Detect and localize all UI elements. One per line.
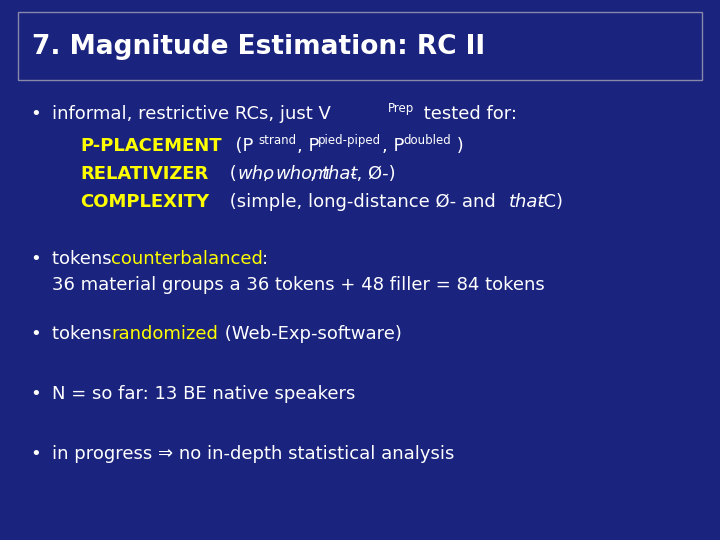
Text: -C): -C) [537,193,563,211]
Text: informal, restrictive RCs, just V: informal, restrictive RCs, just V [52,105,331,123]
Text: (P: (P [224,137,253,155]
Text: •: • [30,105,41,123]
Text: RELATIVIZER: RELATIVIZER [80,165,208,183]
Text: tokens: tokens [52,325,117,343]
Text: N = so far: 13 BE native speakers: N = so far: 13 BE native speakers [52,385,356,403]
Text: Prep: Prep [388,102,414,115]
Text: counterbalanced: counterbalanced [111,250,263,268]
Text: (Web-Exp-software): (Web-Exp-software) [219,325,402,343]
Text: whom: whom [275,165,330,183]
Text: 7. Magnitude Estimation: RC II: 7. Magnitude Estimation: RC II [32,34,485,60]
Text: P-PLACEMENT: P-PLACEMENT [80,137,222,155]
Text: , P: , P [382,137,405,155]
Text: tokens: tokens [52,250,117,268]
Text: •: • [30,325,41,343]
Text: pied-piped: pied-piped [318,134,381,147]
Text: that: that [322,165,359,183]
Text: that: that [509,193,545,211]
Text: who: who [237,165,274,183]
Text: (: ( [224,165,237,183]
Text: •: • [30,385,41,403]
FancyBboxPatch shape [18,12,702,80]
Text: tested for:: tested for: [418,105,517,123]
Text: (simple, long-distance Ø- and: (simple, long-distance Ø- and [224,193,502,211]
Text: :: : [262,250,268,268]
Text: •: • [30,250,41,268]
Text: doubled: doubled [403,134,451,147]
Text: COMPLEXITY: COMPLEXITY [80,193,209,211]
Text: , P: , P [297,137,320,155]
Text: -, Ø-): -, Ø-) [350,165,395,183]
Text: ,: , [310,165,322,183]
Text: in progress ⇒ no in-depth statistical analysis: in progress ⇒ no in-depth statistical an… [52,445,454,463]
Text: strand: strand [258,134,296,147]
Text: ): ) [451,137,464,155]
Text: •: • [30,445,41,463]
Text: ,: , [263,165,274,183]
Text: 36 material groups a 36 tokens + 48 filler = 84 tokens: 36 material groups a 36 tokens + 48 fill… [52,276,545,294]
Text: randomized: randomized [111,325,218,343]
